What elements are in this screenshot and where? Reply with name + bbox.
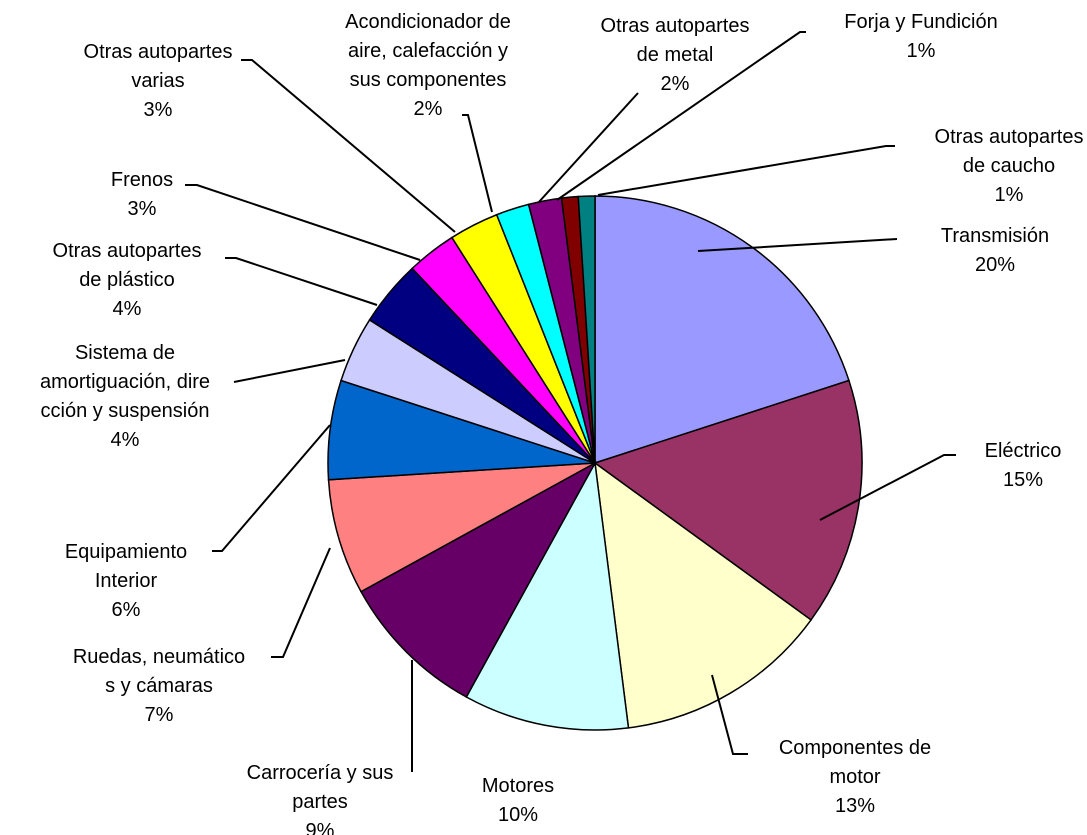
slice-name-line: de metal: [637, 44, 714, 66]
leader-line-13: [537, 92, 639, 204]
slice-name-line: Forja y Fundición: [844, 11, 997, 33]
slice-name-line: s y cámaras: [105, 675, 213, 697]
slice-name-line: Componentes de: [779, 737, 931, 759]
slice-name-line: Interior: [95, 570, 158, 592]
slice-name-line: Eléctrico: [985, 440, 1062, 462]
slice-name-line: amortiguación, dire: [40, 371, 210, 393]
slice-name-line: de plástico: [79, 269, 175, 291]
slice-name-line: partes: [292, 791, 348, 813]
slice-name-line: Ruedas, neumático: [73, 646, 245, 668]
pie-slice-15: [577, 195, 596, 464]
slices-layer: [327, 195, 863, 731]
slice-name-line: Otras autopartes: [84, 41, 233, 63]
slice-label-4: Motores 10%: [482, 775, 554, 826]
slice-name-line: sus componentes: [350, 69, 507, 91]
slice-percent-label: 1%: [907, 40, 936, 62]
slice-name-line: Otras autopartes: [601, 15, 750, 37]
pie-slice-3: [594, 461, 813, 729]
leader-line-14: [556, 31, 806, 201]
leader-line-10: [185, 184, 421, 261]
labels-layer: Transmisión 20% Eléctrico 15% Componentes de…: [40, 11, 1084, 835]
slice-label-2: Eléctrico 15%: [985, 440, 1062, 491]
leader-line-3: [711, 674, 748, 755]
slice-label-9: Otras autopartes de plástico 4%: [53, 240, 202, 320]
slice-label-8: Sistema de amortiguación, dire cción y sus…: [40, 342, 210, 451]
slice-name-line: cción y suspensión: [41, 400, 210, 422]
slice-percent-label: 10%: [498, 804, 538, 826]
pie-slice-5: [360, 461, 597, 698]
slice-percent-label: 2%: [414, 98, 443, 120]
slice-name-line: motor: [829, 766, 880, 788]
leader-line-6: [271, 547, 331, 658]
slice-label-5: Carrocería y sus partes 9%: [247, 762, 394, 835]
pie-slice-4: [465, 460, 630, 731]
slice-percent-label: 9%: [306, 820, 335, 835]
slice-label-15: Otras autopartes de caucho 1%: [935, 126, 1084, 206]
slice-percent-label: 7%: [145, 704, 174, 726]
leader-line-11: [241, 59, 456, 233]
slice-name-line: Acondicionador de: [345, 11, 511, 33]
slice-name-line: varias: [131, 70, 184, 92]
slice-name-line: Otras autopartes: [935, 126, 1084, 148]
slice-label-12: Acondicionador de aire, calefacción y sus …: [345, 11, 511, 120]
pie-slice-2: [593, 379, 863, 621]
slice-label-11: Otras autopartes varias 3%: [84, 41, 233, 121]
slice-name-line: Frenos: [111, 169, 173, 191]
slice-name-line: Sistema de: [75, 342, 175, 364]
slice-name-line: Carrocería y sus: [247, 762, 394, 784]
slice-percent-label: 4%: [111, 429, 140, 451]
slice-name-line: Transmisión: [941, 225, 1049, 247]
leader-line-9: [225, 257, 378, 306]
slice-label-14: Forja y Fundición 1%: [844, 11, 997, 62]
slice-label-6: Ruedas, neumático s y cámaras 7%: [73, 646, 245, 726]
slice-percent-label: 3%: [144, 99, 173, 121]
leader-line-7: [212, 424, 331, 552]
leader-line-12: [462, 114, 493, 213]
slice-label-7: Equipamiento Interior 6%: [65, 541, 187, 621]
slice-percent-label: 4%: [113, 298, 142, 320]
slice-name-line: Equipamiento: [65, 541, 187, 563]
slice-label-3: Componentes de motor 13%: [779, 737, 931, 817]
slice-name-line: aire, calefacción y: [348, 40, 508, 62]
leader-line-2: [819, 454, 956, 521]
slice-percent-label: 2%: [661, 73, 690, 95]
leader-line-1: [697, 238, 898, 252]
slice-percent-label: 13%: [835, 795, 875, 817]
slice-name-line: Otras autopartes: [53, 240, 202, 262]
slice-percent-label: 6%: [112, 599, 141, 621]
slice-name-line: Motores: [482, 775, 554, 797]
leader-line-15: [597, 145, 895, 196]
slice-percent-label: 1%: [995, 184, 1024, 206]
slice-percent-label: 15%: [1003, 469, 1043, 491]
pie-slice-6: [327, 462, 596, 593]
leaders-layer: [185, 31, 956, 772]
slice-label-10: Frenos 3%: [111, 169, 173, 220]
slice-label-1: Transmisión 20%: [941, 225, 1049, 276]
slice-percent-label: 3%: [128, 198, 157, 220]
leader-line-8: [233, 359, 346, 383]
slice-label-13: Otras autopartes de metal 2%: [601, 15, 750, 95]
slice-percent-label: 20%: [975, 254, 1015, 276]
slice-name-line: de caucho: [963, 155, 1055, 177]
